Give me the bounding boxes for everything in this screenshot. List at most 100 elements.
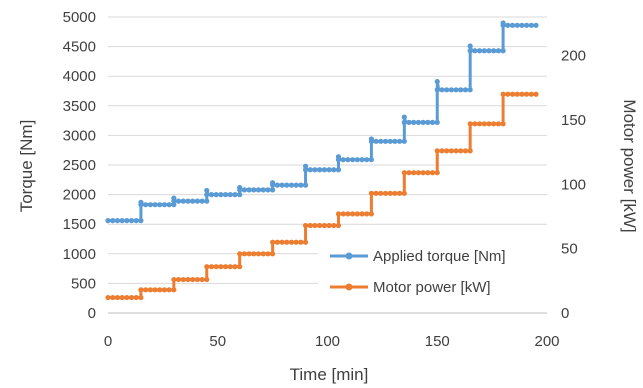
data-point-spike	[501, 20, 506, 25]
data-point	[275, 183, 280, 188]
data-point	[105, 218, 110, 223]
data-point	[430, 120, 435, 125]
data-point	[501, 121, 506, 126]
y-axis-title: Torque [Nm]	[17, 120, 36, 213]
data-point	[115, 295, 120, 300]
data-point	[228, 264, 233, 269]
data-point	[275, 240, 280, 245]
x-tick-label: 100	[315, 333, 340, 350]
data-point	[458, 87, 463, 92]
data-point	[247, 187, 252, 192]
data-point	[195, 277, 200, 282]
data-point	[392, 191, 397, 196]
data-point	[477, 121, 482, 126]
data-point	[416, 170, 421, 175]
data-point	[284, 240, 289, 245]
data-point	[138, 295, 143, 300]
data-point	[265, 251, 270, 256]
data-point	[199, 277, 204, 282]
data-point	[397, 191, 402, 196]
data-point	[326, 223, 331, 228]
legend-power-marker	[346, 284, 353, 291]
data-point	[270, 187, 275, 192]
x-tick-label: 0	[104, 333, 112, 350]
data-point	[369, 191, 374, 196]
data-point	[162, 202, 167, 207]
data-point	[204, 199, 209, 204]
data-point	[331, 167, 336, 172]
data-point	[317, 167, 322, 172]
data-point	[482, 48, 487, 53]
data-point	[138, 218, 143, 223]
data-point	[279, 240, 284, 245]
legend: Applied torque [Nm] Motor power [kW]	[318, 236, 550, 304]
data-point	[411, 120, 416, 125]
y2-tick-label: 100	[561, 176, 586, 193]
data-point	[190, 199, 195, 204]
data-point	[157, 202, 162, 207]
y-tick-label: 1500	[63, 216, 96, 233]
x-tick-label: 150	[425, 333, 450, 350]
data-point-spike	[171, 196, 176, 201]
data-point	[214, 192, 219, 197]
data-point	[468, 87, 473, 92]
data-point	[134, 218, 139, 223]
y-tick-label: 1000	[63, 246, 96, 263]
y-tick-label: 3000	[63, 127, 96, 144]
data-point-spike	[402, 114, 407, 119]
data-point	[378, 139, 383, 144]
data-point	[350, 157, 355, 162]
data-point	[468, 148, 473, 153]
data-point	[237, 192, 242, 197]
data-point	[463, 148, 468, 153]
data-point	[397, 139, 402, 144]
data-point	[364, 211, 369, 216]
data-point	[270, 251, 275, 256]
data-point	[491, 121, 496, 126]
data-point	[482, 121, 487, 126]
y2-tick-label: 200	[561, 48, 586, 65]
data-point	[223, 264, 228, 269]
data-point	[218, 192, 223, 197]
data-point	[444, 87, 449, 92]
data-point	[486, 48, 491, 53]
data-point	[322, 223, 327, 228]
data-point	[369, 157, 374, 162]
data-point	[105, 295, 110, 300]
data-point	[336, 211, 341, 216]
data-point	[496, 121, 501, 126]
data-point	[435, 170, 440, 175]
data-point	[402, 120, 407, 125]
data-point	[312, 223, 317, 228]
y2-tick-label: 50	[561, 241, 578, 258]
legend-power-label: Motor power [kW]	[373, 279, 491, 296]
data-point	[199, 199, 204, 204]
data-point	[242, 251, 247, 256]
data-point	[261, 251, 266, 256]
data-point	[388, 139, 393, 144]
data-point	[374, 139, 379, 144]
data-point-spike	[369, 136, 374, 141]
data-point	[529, 92, 534, 97]
data-point	[524, 23, 529, 28]
data-point	[181, 199, 186, 204]
y-tick-label: 4500	[63, 39, 96, 56]
data-point	[355, 211, 360, 216]
data-point	[171, 277, 176, 282]
data-point	[279, 183, 284, 188]
y2-tick-label: 150	[561, 112, 586, 129]
data-point	[110, 218, 115, 223]
data-point	[237, 251, 242, 256]
data-point	[317, 223, 322, 228]
data-point	[402, 139, 407, 144]
y-tick-label: 2000	[63, 187, 96, 204]
legend-torque-marker	[346, 253, 353, 260]
data-point-spike	[468, 43, 473, 48]
data-point-spike	[237, 185, 242, 190]
data-point	[501, 48, 506, 53]
data-point	[496, 48, 501, 53]
data-point	[120, 218, 125, 223]
data-point	[402, 170, 407, 175]
data-point	[359, 157, 364, 162]
